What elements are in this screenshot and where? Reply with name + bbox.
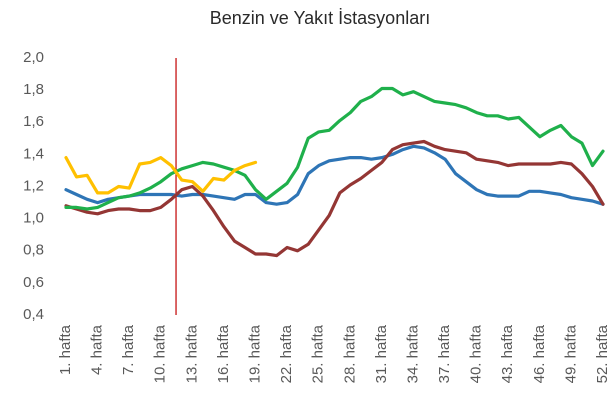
series-line xyxy=(64,139,605,258)
y-tick-label: 1,6 xyxy=(23,113,44,130)
x-tick-label: 43. hafta xyxy=(499,324,516,383)
x-tick-label: 1. hafta xyxy=(57,324,74,375)
y-tick-label: 0,4 xyxy=(23,306,44,323)
y-tick-label: 1,4 xyxy=(23,145,44,162)
y-tick-label: 1,2 xyxy=(23,177,44,194)
chart-title: Benzin ve Yakıt İstasyonları xyxy=(210,8,430,28)
y-tick-label: 2,0 xyxy=(23,49,44,66)
x-tick-label: 37. hafta xyxy=(436,324,453,383)
x-tick-label: 49. hafta xyxy=(562,324,579,383)
x-tick-label: 16. hafta xyxy=(215,324,232,383)
x-tick-label: 31. hafta xyxy=(373,324,390,383)
x-tick-label: 46. hafta xyxy=(531,324,548,383)
series-line xyxy=(64,86,605,211)
series-line xyxy=(64,144,605,206)
x-tick-label: 22. hafta xyxy=(278,324,295,383)
x-tick-label: 25. hafta xyxy=(310,324,327,383)
x-tick-label: 19. hafta xyxy=(246,324,263,383)
x-tick-label: 34. hafta xyxy=(404,324,421,383)
y-tick-label: 0,8 xyxy=(23,242,44,259)
x-tick-label: 52. hafta xyxy=(594,324,610,383)
y-tick-label: 1,0 xyxy=(23,210,44,227)
x-tick-label: 28. hafta xyxy=(341,324,358,383)
y-tick-label: 0,6 xyxy=(23,274,44,291)
series-line xyxy=(64,156,258,195)
x-tick-label: 40. hafta xyxy=(468,324,485,383)
x-tick-label: 7. hafta xyxy=(120,324,137,375)
y-tick-label: 1,8 xyxy=(23,81,44,98)
x-tick-label: 4. hafta xyxy=(89,324,106,375)
x-tick-label: 13. hafta xyxy=(183,324,200,383)
x-tick-label: 10. hafta xyxy=(152,324,169,383)
